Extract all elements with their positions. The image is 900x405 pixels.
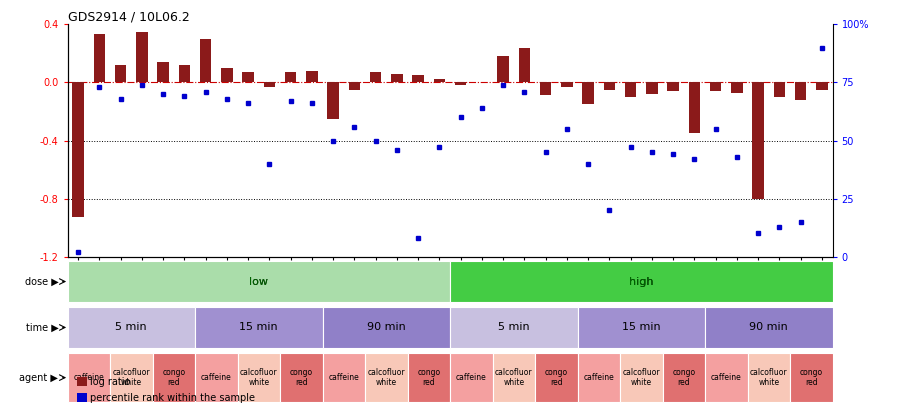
Text: calcofluor
white: calcofluor white: [367, 368, 405, 387]
Bar: [646, 82, 658, 94]
Bar: [348, 82, 360, 90]
Bar: [535, 353, 578, 402]
Bar: [221, 68, 233, 82]
Bar: [434, 79, 446, 82]
Text: caffeine: caffeine: [201, 373, 231, 382]
Bar: [242, 72, 254, 82]
Text: 90 min: 90 min: [367, 322, 406, 333]
Text: caffeine: caffeine: [583, 373, 614, 382]
Bar: [391, 74, 402, 82]
Bar: [158, 62, 169, 82]
Bar: [68, 353, 110, 402]
Text: calcofluor
white: calcofluor white: [750, 368, 788, 387]
Text: 15 min: 15 min: [622, 322, 661, 333]
Bar: [582, 82, 594, 104]
Bar: [284, 72, 296, 82]
Text: calcofluor
white: calcofluor white: [112, 368, 150, 387]
Bar: [492, 353, 535, 402]
Bar: [412, 75, 424, 82]
Text: GDS2914 / 10L06.2: GDS2914 / 10L06.2: [68, 10, 189, 23]
Bar: [450, 307, 578, 348]
Bar: [773, 82, 785, 97]
Text: log ratio: log ratio: [90, 377, 130, 386]
Bar: [152, 353, 195, 402]
Text: calcofluor
white: calcofluor white: [623, 368, 660, 387]
Bar: [110, 353, 152, 402]
Bar: [280, 353, 322, 402]
Text: calcofluor
white: calcofluor white: [240, 368, 277, 387]
Bar: [68, 261, 450, 302]
Text: high: high: [629, 277, 653, 286]
Bar: [454, 82, 466, 85]
Text: agent ▶: agent ▶: [20, 373, 58, 383]
Bar: [195, 307, 322, 348]
Bar: [816, 82, 828, 90]
Text: congo
red: congo red: [162, 368, 185, 387]
Bar: [731, 82, 742, 93]
Bar: [662, 353, 705, 402]
Bar: [450, 261, 832, 302]
Bar: [328, 82, 339, 119]
Bar: [705, 353, 748, 402]
Text: high: high: [629, 277, 653, 286]
Text: caffeine: caffeine: [74, 373, 104, 382]
Text: percentile rank within the sample: percentile rank within the sample: [90, 393, 255, 403]
Text: 5 min: 5 min: [115, 322, 147, 333]
Bar: [306, 71, 318, 82]
Bar: [115, 65, 127, 82]
Bar: [625, 82, 636, 97]
Bar: [238, 353, 280, 402]
Bar: [540, 82, 552, 96]
Bar: [578, 307, 705, 348]
Bar: [795, 82, 806, 100]
Text: caffeine: caffeine: [711, 373, 742, 382]
Text: 5 min: 5 min: [498, 322, 529, 333]
Bar: [94, 34, 105, 82]
Bar: [561, 82, 572, 87]
Text: congo
red: congo red: [418, 368, 440, 387]
Bar: [365, 353, 408, 402]
Text: 90 min: 90 min: [750, 322, 788, 333]
Bar: [264, 82, 275, 87]
Text: 15 min: 15 min: [239, 322, 278, 333]
Bar: [752, 82, 764, 198]
Text: congo
red: congo red: [800, 368, 823, 387]
Bar: [322, 307, 450, 348]
Bar: [72, 82, 84, 217]
Bar: [748, 353, 790, 402]
Bar: [195, 353, 238, 402]
Bar: [498, 56, 509, 82]
Text: dose ▶: dose ▶: [24, 277, 58, 286]
Bar: [790, 353, 833, 402]
Bar: [578, 353, 620, 402]
Text: low: low: [249, 277, 268, 286]
Bar: [322, 353, 365, 402]
Text: time ▶: time ▶: [25, 322, 58, 333]
Text: congo
red: congo red: [544, 368, 568, 387]
Bar: [620, 353, 662, 402]
Bar: [705, 307, 832, 348]
Bar: [200, 39, 212, 82]
Bar: [408, 353, 450, 402]
Text: congo
red: congo red: [672, 368, 696, 387]
Bar: [68, 307, 195, 348]
Text: caffeine: caffeine: [328, 373, 359, 382]
Bar: [370, 72, 382, 82]
Text: low: low: [249, 277, 268, 286]
Bar: [450, 353, 492, 402]
Bar: [604, 82, 616, 90]
Bar: [667, 82, 679, 91]
Bar: [710, 82, 722, 91]
Text: congo
red: congo red: [290, 368, 313, 387]
Text: caffeine: caffeine: [456, 373, 487, 382]
Bar: [136, 32, 148, 82]
Bar: [178, 65, 190, 82]
Bar: [518, 47, 530, 82]
Text: calcofluor
white: calcofluor white: [495, 368, 533, 387]
Bar: [688, 82, 700, 133]
